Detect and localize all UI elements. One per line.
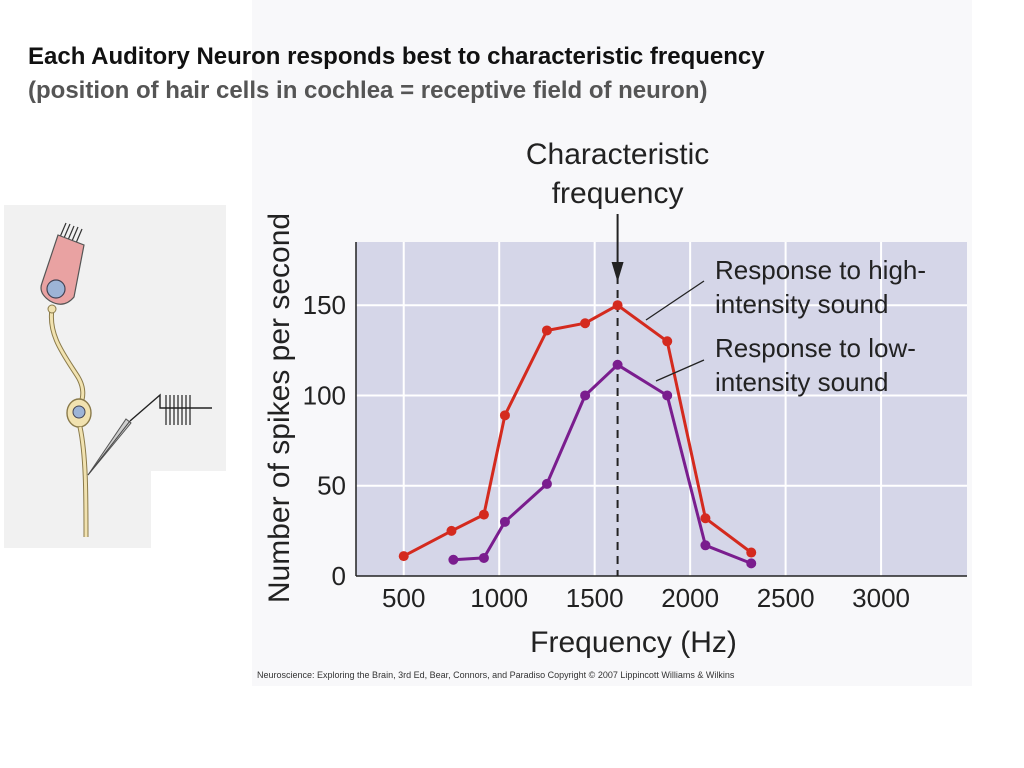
series-high-intensity xyxy=(398,300,757,562)
series-label-leader xyxy=(655,359,705,382)
series-label: Response to high- xyxy=(715,255,926,285)
series-label: intensity sound xyxy=(715,367,888,397)
x-tick-label: 1500 xyxy=(566,583,624,613)
axes: 500 1000 1500 2000 2500 3000 0 50 100 150 Frequenc… xyxy=(263,213,967,659)
slide-title: Each Auditory Neuron responds best to ch… xyxy=(28,43,765,70)
data-point xyxy=(662,336,673,347)
data-point xyxy=(580,318,591,329)
data-point xyxy=(662,390,673,401)
neuron-illustration xyxy=(4,205,226,548)
y-tick-label: 0 xyxy=(332,561,346,591)
data-point xyxy=(499,516,510,527)
data-point xyxy=(612,359,623,370)
characteristic-frequency-label: frequency xyxy=(552,177,684,210)
x-tick-label: 1000 xyxy=(470,583,528,613)
slide-subtitle: (position of hair cells in cochlea = rec… xyxy=(28,77,708,104)
data-point xyxy=(700,513,711,524)
data-point xyxy=(541,478,552,489)
grid xyxy=(356,242,967,576)
spike-train-icon xyxy=(165,395,191,425)
series-line xyxy=(403,303,753,558)
plot-area xyxy=(356,242,967,576)
series-label-leader xyxy=(645,280,705,321)
y-tick-label: 50 xyxy=(317,471,346,501)
data-point xyxy=(446,525,457,536)
y-axis-label: Number of spikes per second xyxy=(263,213,296,603)
data-point xyxy=(612,300,623,311)
data-point xyxy=(448,554,459,565)
x-tick-label: 3000 xyxy=(852,583,910,613)
characteristic-frequency-annotation: Characteristic frequency xyxy=(526,138,709,576)
data-point xyxy=(700,540,711,551)
characteristic-frequency-label: Characteristic xyxy=(526,138,709,171)
series-label: intensity sound xyxy=(715,289,888,319)
series-low-intensity xyxy=(448,359,757,569)
data-point xyxy=(580,390,591,401)
y-tick-label: 150 xyxy=(303,290,346,320)
data-point xyxy=(478,552,489,563)
data-point xyxy=(746,547,757,558)
data-point xyxy=(499,410,510,421)
x-tick-label: 2000 xyxy=(661,583,719,613)
stereocilia-icon xyxy=(59,222,83,244)
data-point xyxy=(541,325,552,336)
nucleus-icon xyxy=(46,279,66,299)
series xyxy=(398,300,757,569)
x-tick-label: 2500 xyxy=(757,583,815,613)
data-point xyxy=(398,551,409,562)
data-point xyxy=(746,558,757,569)
series-labels: Response to high-intensity sound Response… xyxy=(645,255,926,397)
data-point xyxy=(478,509,489,520)
x-axis-label: Frequency (Hz) xyxy=(530,626,737,659)
y-tick-label: 100 xyxy=(303,380,346,410)
annotation-arrow-head xyxy=(611,262,624,282)
x-tick-label: 500 xyxy=(382,583,425,613)
figure-credit: Neuroscience: Exploring the Brain, 3rd E… xyxy=(257,670,735,680)
series-label: Response to low- xyxy=(715,333,916,363)
